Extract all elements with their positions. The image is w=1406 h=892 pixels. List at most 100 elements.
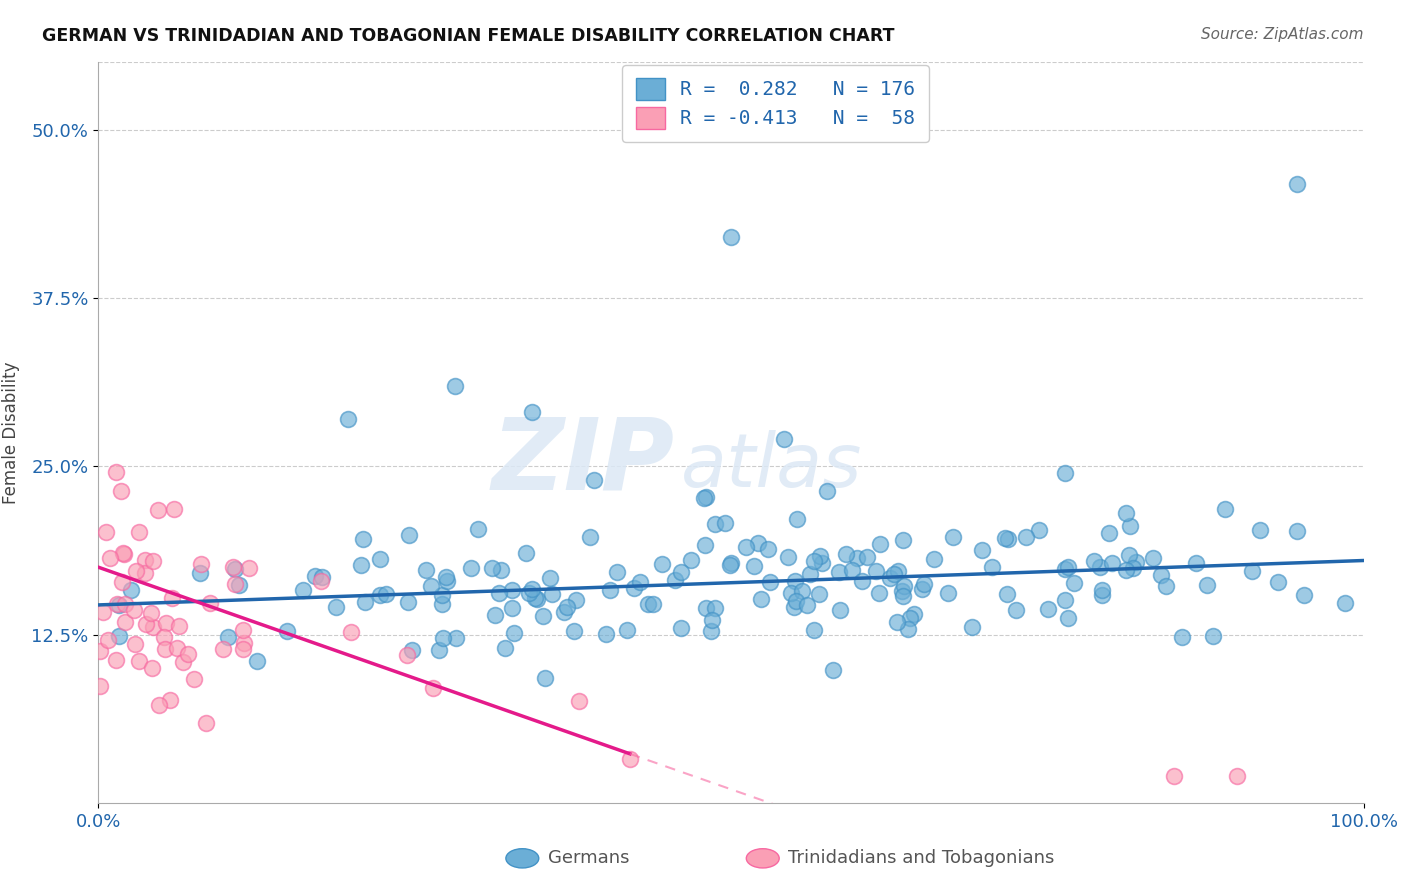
- Point: [325, 599, 347, 614]
- Point: [110, 483, 132, 498]
- Point: [120, 583, 142, 598]
- Point: [720, 230, 742, 244]
- Point: [177, 647, 200, 661]
- Point: [531, 608, 554, 623]
- Point: [515, 546, 537, 560]
- Point: [783, 599, 806, 614]
- Point: [128, 525, 150, 540]
- Point: [1249, 523, 1271, 537]
- Point: [1038, 602, 1060, 616]
- Text: Source: ZipAtlas.com: Source: ZipAtlas.com: [1201, 27, 1364, 42]
- Point: [808, 549, 831, 563]
- Point: [221, 560, 243, 574]
- Point: [398, 528, 420, 542]
- Point: [460, 561, 482, 575]
- Point: [997, 532, 1019, 546]
- Point: [141, 661, 163, 675]
- Point: [1115, 563, 1137, 577]
- Point: [94, 524, 117, 539]
- Point: [903, 607, 925, 622]
- Point: [484, 607, 506, 622]
- Point: [524, 591, 547, 606]
- Point: [799, 566, 821, 581]
- Point: [93, 605, 115, 619]
- Point: [432, 598, 454, 612]
- Point: [700, 613, 723, 627]
- Point: [790, 583, 813, 598]
- Legend: R =  0.282   N = 176, R = -0.413   N =  58: R = 0.282 N = 176, R = -0.413 N = 58: [621, 65, 929, 142]
- Point: [105, 597, 128, 611]
- Point: [1122, 560, 1144, 574]
- Point: [488, 586, 510, 600]
- Point: [340, 625, 363, 640]
- Point: [159, 693, 181, 707]
- Point: [835, 547, 858, 561]
- Point: [517, 586, 540, 600]
- Point: [489, 563, 512, 577]
- Point: [879, 571, 901, 585]
- Point: [605, 566, 627, 580]
- Point: [693, 538, 716, 552]
- Point: [692, 491, 714, 505]
- Point: [172, 655, 194, 669]
- Point: [401, 642, 423, 657]
- Point: [619, 752, 641, 766]
- Point: [188, 566, 211, 581]
- Point: [1063, 575, 1085, 590]
- Point: [841, 563, 863, 577]
- Point: [1125, 555, 1147, 569]
- Point: [1098, 525, 1121, 540]
- Point: [501, 601, 523, 615]
- Point: [232, 642, 254, 657]
- Point: [1154, 579, 1177, 593]
- Point: [1028, 523, 1050, 537]
- Text: ZIP: ZIP: [491, 414, 675, 511]
- Point: [579, 530, 602, 544]
- Point: [148, 698, 170, 712]
- Point: [183, 672, 205, 686]
- Point: [228, 578, 250, 592]
- Point: [520, 582, 543, 596]
- Point: [868, 586, 890, 600]
- Point: [703, 517, 725, 532]
- Point: [368, 588, 391, 602]
- Point: [1226, 769, 1249, 783]
- Point: [886, 615, 908, 629]
- Point: [815, 483, 838, 498]
- Point: [1056, 559, 1078, 574]
- Point: [1054, 562, 1077, 576]
- Point: [1142, 550, 1164, 565]
- Point: [1150, 568, 1173, 582]
- Point: [141, 606, 163, 620]
- Point: [1240, 564, 1263, 578]
- Point: [758, 541, 780, 556]
- Point: [232, 636, 254, 650]
- Point: [415, 563, 437, 577]
- Point: [481, 561, 503, 575]
- Point: [704, 600, 727, 615]
- Point: [444, 378, 467, 392]
- Point: [1202, 629, 1225, 643]
- Point: [395, 648, 418, 662]
- Point: [810, 556, 832, 570]
- Point: [430, 588, 453, 602]
- Point: [562, 624, 585, 639]
- Point: [942, 530, 965, 544]
- Point: [783, 574, 806, 589]
- Point: [886, 564, 908, 578]
- Point: [583, 473, 606, 487]
- Point: [651, 558, 673, 572]
- Point: [467, 522, 489, 536]
- Point: [108, 599, 131, 613]
- Point: [883, 566, 905, 581]
- Point: [890, 584, 912, 599]
- Point: [232, 624, 254, 638]
- Point: [112, 547, 135, 561]
- Point: [224, 561, 246, 575]
- Point: [198, 596, 221, 610]
- Point: [669, 565, 692, 579]
- Point: [167, 618, 190, 632]
- Point: [803, 624, 825, 638]
- Point: [354, 595, 377, 609]
- Point: [1185, 556, 1208, 570]
